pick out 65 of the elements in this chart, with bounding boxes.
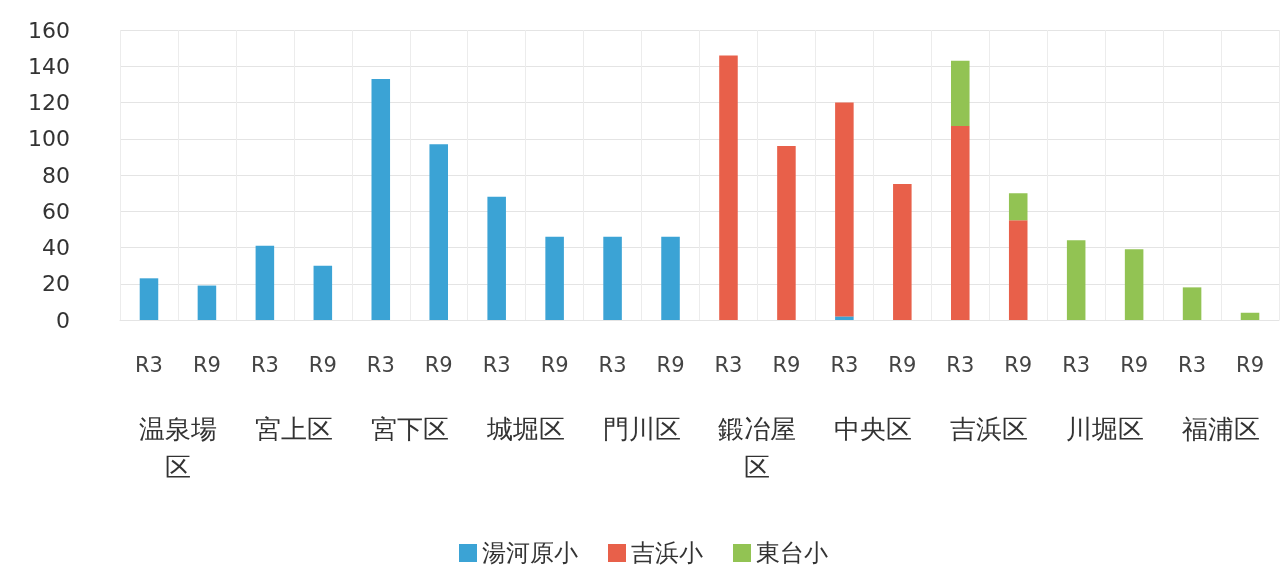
x-tick-label: R3 — [1062, 352, 1091, 377]
bar — [197, 285, 217, 320]
bar — [835, 102, 854, 317]
bar — [835, 316, 854, 320]
bar — [429, 144, 448, 320]
x-tick-label: R9 — [308, 352, 337, 377]
x-tick-label: R9 — [1120, 352, 1149, 377]
x-tick-label: R9 — [1004, 352, 1033, 377]
legend-label: 吉浜小 — [631, 539, 703, 567]
y-tick-label: 40 — [42, 235, 70, 260]
bar — [139, 278, 159, 320]
bar — [1182, 287, 1202, 320]
y-tick-label: 100 — [28, 126, 70, 152]
x-tick-label: R9 — [424, 352, 453, 377]
text: 宮上区 — [254, 414, 333, 444]
x-tick-label: R9 — [888, 352, 917, 377]
bar — [719, 55, 738, 320]
y-tick-label: 80 — [42, 162, 70, 188]
text: 鍛冶屋区 — [718, 414, 797, 482]
y-tick-label: 0 — [56, 307, 70, 333]
legend-label: 東台小 — [756, 539, 828, 567]
text: 温泉場区 — [138, 414, 217, 482]
text: 川堀区 — [1066, 414, 1145, 444]
bar — [371, 78, 391, 320]
bar — [603, 236, 622, 320]
bar — [777, 146, 796, 320]
bar — [545, 236, 564, 320]
bar — [951, 126, 970, 320]
x-tick-label: R3 — [482, 352, 511, 377]
bar — [1008, 220, 1028, 320]
text: 福浦区 — [1182, 414, 1261, 444]
y-tick-label: 120 — [28, 90, 70, 115]
y-tick-label: 160 — [28, 17, 70, 43]
bar — [951, 60, 970, 127]
bar — [661, 236, 680, 320]
bar — [1008, 193, 1028, 221]
bar — [1240, 312, 1260, 320]
y-tick-label: 140 — [28, 53, 70, 79]
text: 吉浜区 — [950, 414, 1029, 444]
bar — [313, 265, 333, 320]
x-tick-label: R3 — [830, 352, 859, 377]
x-tick-label: R9 — [192, 352, 221, 377]
y-tick-label: 20 — [42, 271, 70, 297]
x-tick-label: R9 — [772, 352, 801, 377]
y-tick-label: 60 — [42, 198, 70, 224]
text: 城堀区 — [485, 414, 565, 444]
text: 門川区 — [602, 414, 681, 444]
x-tick-label: R9 — [656, 352, 685, 377]
x-tick-label: R9 — [1236, 352, 1264, 377]
x-tick-label: R3 — [1178, 352, 1207, 377]
legend-label: 湯河原小 — [482, 539, 578, 567]
x-tick-label: R3 — [714, 352, 743, 377]
bar — [487, 196, 506, 320]
x-tick-label: R3 — [135, 352, 163, 377]
text: 中央区 — [834, 414, 913, 444]
x-tick-label: R3 — [250, 352, 279, 377]
x-tick-label: R3 — [366, 352, 395, 377]
x-tick-label: R3 — [946, 352, 975, 377]
bar — [255, 245, 275, 320]
x-tick-label: R9 — [540, 352, 569, 377]
text: 宮下区 — [370, 414, 449, 444]
bar — [893, 184, 912, 320]
bar — [1066, 240, 1086, 320]
bar — [1124, 249, 1144, 320]
x-tick-label: R3 — [598, 352, 627, 377]
